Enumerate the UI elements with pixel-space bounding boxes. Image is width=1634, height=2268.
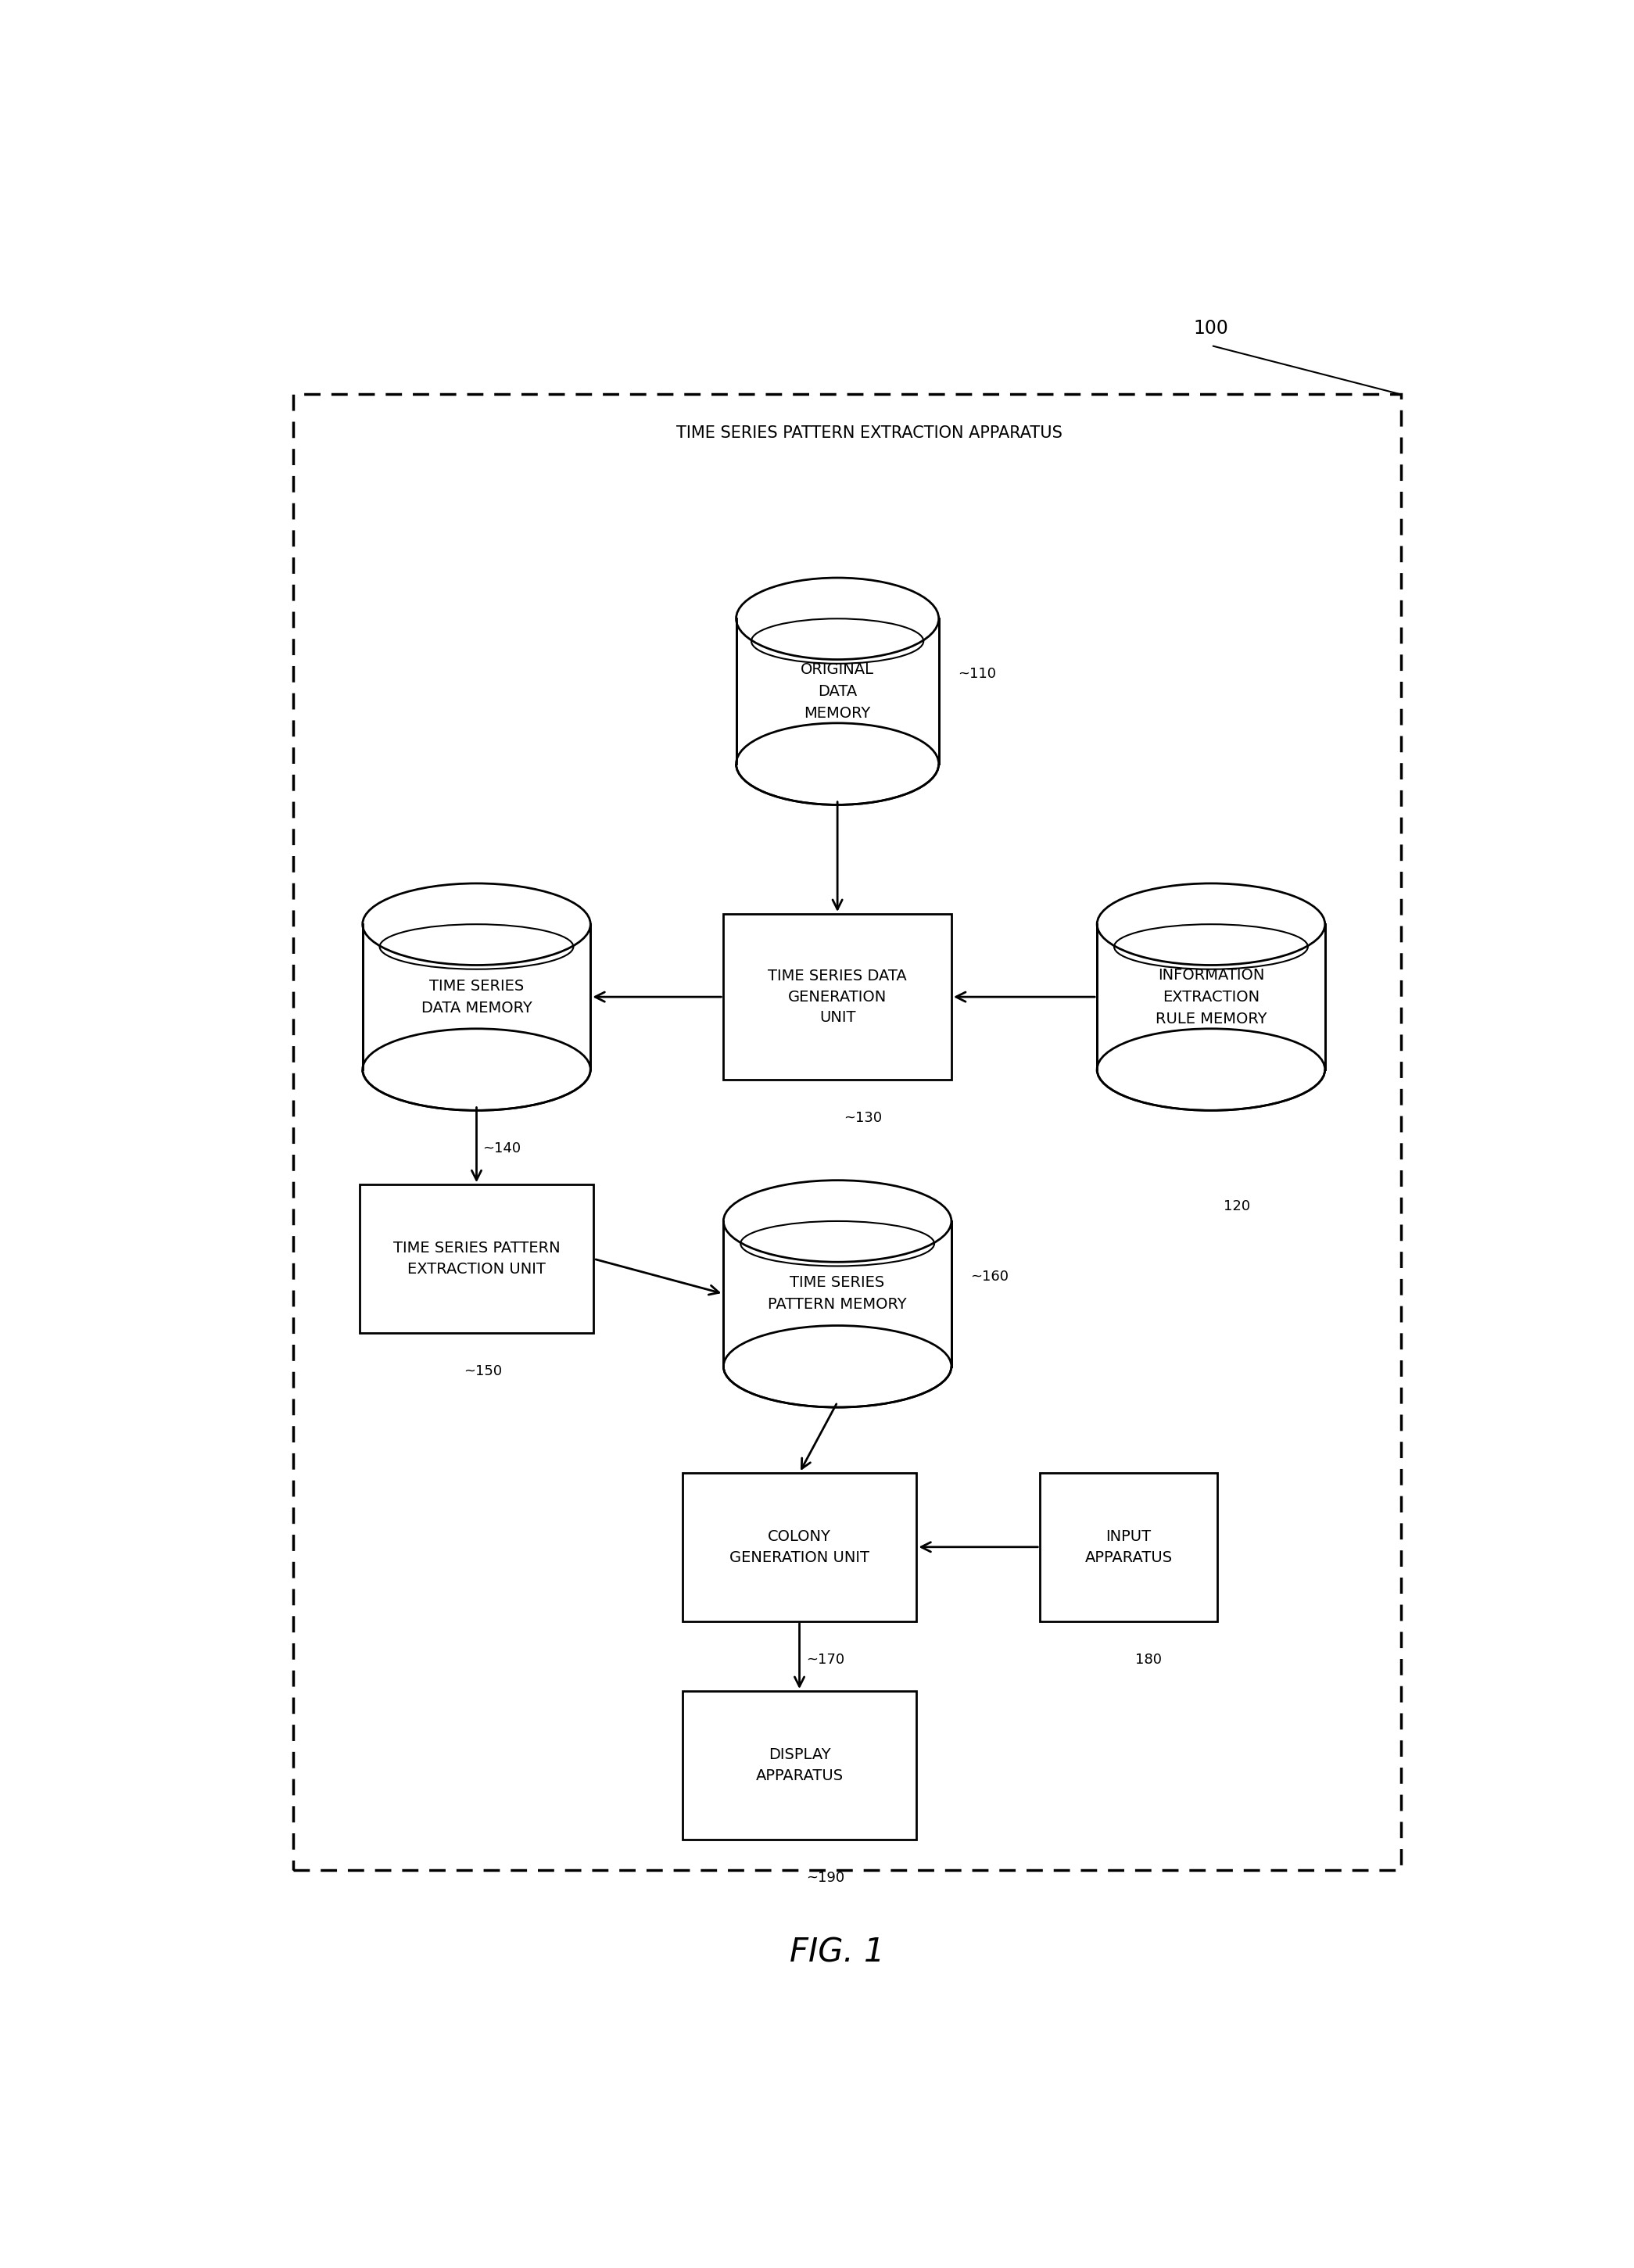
Text: 120: 120 — [1224, 1200, 1250, 1213]
Ellipse shape — [724, 1325, 951, 1406]
Ellipse shape — [735, 578, 938, 660]
Bar — [1039, 1472, 1217, 1622]
Text: TIME SERIES PATTERN
EXTRACTION UNIT: TIME SERIES PATTERN EXTRACTION UNIT — [394, 1241, 560, 1277]
Ellipse shape — [1096, 885, 1325, 966]
Text: ~130: ~130 — [843, 1111, 882, 1125]
Text: TIME SERIES
DATA MEMORY: TIME SERIES DATA MEMORY — [422, 978, 533, 1016]
Text: TIME SERIES DATA
GENERATION
UNIT: TIME SERIES DATA GENERATION UNIT — [768, 968, 907, 1025]
Ellipse shape — [1096, 1030, 1325, 1111]
Bar — [363, 925, 590, 1070]
Ellipse shape — [724, 1179, 951, 1261]
Bar — [683, 1692, 917, 1839]
Bar — [735, 619, 938, 764]
Ellipse shape — [1096, 885, 1325, 966]
Bar — [292, 395, 1400, 1871]
Text: INFORMATION
EXTRACTION
RULE MEMORY: INFORMATION EXTRACTION RULE MEMORY — [1155, 968, 1266, 1025]
Ellipse shape — [724, 1179, 951, 1261]
Text: FIG. 1: FIG. 1 — [789, 1937, 886, 1969]
Text: ~190: ~190 — [806, 1871, 845, 1885]
Text: ORIGINAL
DATA
MEMORY: ORIGINAL DATA MEMORY — [801, 662, 874, 721]
Ellipse shape — [363, 1030, 590, 1111]
Bar — [359, 1184, 593, 1334]
Bar — [1096, 925, 1325, 1070]
Text: ~110: ~110 — [958, 667, 997, 680]
Text: ~170: ~170 — [806, 1653, 845, 1667]
Bar — [724, 1220, 951, 1365]
Text: 180: 180 — [1136, 1653, 1162, 1667]
Text: TIME SERIES PATTERN EXTRACTION APPARATUS: TIME SERIES PATTERN EXTRACTION APPARATUS — [676, 424, 1062, 440]
Ellipse shape — [735, 578, 938, 660]
Ellipse shape — [735, 723, 938, 805]
Text: 100: 100 — [1193, 320, 1229, 338]
Text: DISPLAY
APPARATUS: DISPLAY APPARATUS — [755, 1749, 843, 1783]
Text: ~140: ~140 — [484, 1141, 521, 1157]
Ellipse shape — [363, 885, 590, 966]
Text: COLONY
GENERATION UNIT: COLONY GENERATION UNIT — [729, 1529, 869, 1565]
Bar — [724, 914, 951, 1080]
Text: TIME SERIES
PATTERN MEMORY: TIME SERIES PATTERN MEMORY — [768, 1275, 907, 1313]
Bar — [683, 1472, 917, 1622]
Text: ~150: ~150 — [464, 1365, 502, 1379]
Ellipse shape — [363, 885, 590, 966]
Text: INPUT
APPARATUS: INPUT APPARATUS — [1085, 1529, 1173, 1565]
Text: ~160: ~160 — [971, 1270, 1008, 1284]
